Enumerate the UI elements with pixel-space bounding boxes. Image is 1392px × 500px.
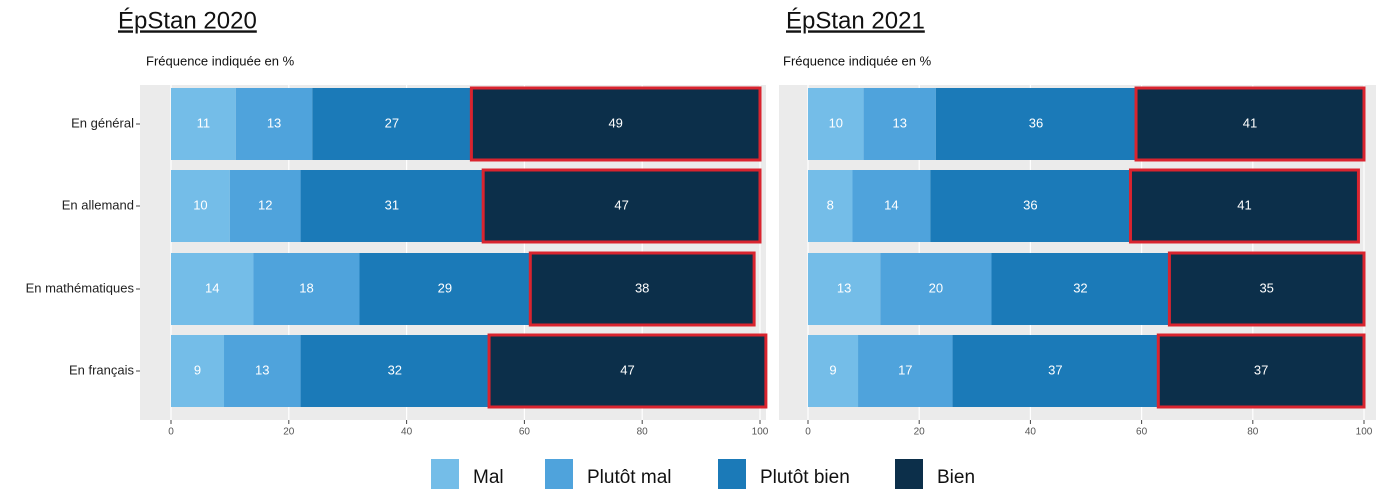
data-label: 13: [255, 362, 269, 377]
bar-segment: [171, 170, 230, 242]
bar-segment: [224, 335, 301, 407]
data-label: 10: [193, 197, 207, 212]
y-tick-label: En allemand: [62, 197, 134, 212]
y-tick-label: En mathématiques: [26, 280, 135, 295]
bar-segment: [469, 86, 762, 162]
bar-segment: [1167, 251, 1366, 327]
data-label: 9: [194, 362, 201, 377]
bar-segment: [808, 88, 864, 160]
data-label: 31: [385, 197, 399, 212]
x-tick-label: 40: [1025, 427, 1037, 438]
x-tick-label: 40: [401, 427, 413, 438]
bar-segment: [481, 168, 762, 244]
data-label: 27: [385, 115, 399, 130]
data-label: 20: [929, 280, 943, 295]
legend-label: Mal: [473, 467, 504, 488]
x-tick-label: 80: [1247, 427, 1259, 438]
legend-label: Plutôt bien: [760, 467, 850, 488]
bar-segment: [858, 335, 953, 407]
data-label: 9: [829, 362, 836, 377]
data-label: 8: [827, 197, 834, 212]
legend-swatch: [431, 459, 459, 489]
x-tick-label: 20: [283, 427, 295, 438]
bar-segment: [171, 335, 225, 407]
bar-segment: [300, 170, 484, 242]
data-label: 32: [1073, 280, 1087, 295]
bar-segment: [528, 251, 756, 327]
data-label: 38: [635, 280, 649, 295]
axis-label: Fréquence indiquée en %: [146, 53, 295, 68]
legend-swatch: [718, 459, 746, 489]
data-label: 32: [388, 362, 402, 377]
data-label: 10: [829, 115, 843, 130]
data-label: 17: [898, 362, 912, 377]
axis-label: Fréquence indiquée en %: [783, 53, 932, 68]
bar-segment: [1134, 86, 1366, 162]
data-label: 13: [893, 115, 907, 130]
x-tick-label: 0: [805, 427, 811, 438]
data-label: 18: [299, 280, 313, 295]
data-label: 47: [614, 197, 628, 212]
x-tick-label: 100: [1356, 427, 1373, 438]
x-tick-label: 60: [519, 427, 531, 438]
bar-segment: [1128, 168, 1360, 244]
bar-segment: [359, 253, 531, 325]
panel-title: ÉpStan 2021: [786, 7, 925, 34]
data-label: 37: [1254, 362, 1268, 377]
x-tick-label: 100: [752, 427, 769, 438]
bar-segment: [863, 88, 936, 160]
bar-segment: [852, 170, 931, 242]
bar-segment: [930, 170, 1131, 242]
data-label: 37: [1048, 362, 1062, 377]
panel-title: ÉpStan 2020: [118, 7, 257, 34]
data-label: 41: [1237, 197, 1251, 212]
data-label: 14: [205, 280, 219, 295]
bar-segment: [808, 170, 853, 242]
data-label: 36: [1029, 115, 1043, 130]
data-label: 49: [608, 115, 622, 130]
bar-segment: [312, 88, 472, 160]
x-tick-label: 60: [1136, 427, 1148, 438]
data-label: 47: [620, 362, 634, 377]
bar-segment: [171, 253, 254, 325]
data-label: 14: [884, 197, 898, 212]
bar-segment: [991, 253, 1170, 325]
data-label: 35: [1259, 280, 1273, 295]
data-label: 13: [267, 115, 281, 130]
data-label: 36: [1023, 197, 1037, 212]
bar-segment: [808, 335, 859, 407]
y-tick-label: En français: [69, 362, 135, 377]
x-tick-label: 0: [168, 427, 174, 438]
bar-segment: [808, 253, 881, 325]
bar-segment: [235, 88, 313, 160]
bar-segment: [487, 333, 768, 409]
bar-segment: [1156, 333, 1366, 409]
bar-segment: [880, 253, 992, 325]
data-label: 41: [1243, 115, 1257, 130]
y-tick-label: En général: [71, 115, 134, 130]
data-label: 12: [258, 197, 272, 212]
bar-segment: [300, 335, 490, 407]
bar-segment: [229, 170, 301, 242]
legend-swatch: [545, 459, 573, 489]
bar-segment: [952, 335, 1159, 407]
data-label: 13: [837, 280, 851, 295]
x-tick-label: 20: [914, 427, 926, 438]
bar-segment: [253, 253, 360, 325]
data-label: 11: [197, 115, 211, 130]
data-label: 29: [438, 280, 452, 295]
x-tick-label: 80: [637, 427, 649, 438]
legend-label: Plutôt mal: [587, 467, 671, 488]
bar-segment: [935, 88, 1137, 160]
legend-swatch: [895, 459, 923, 489]
legend-label: Bien: [937, 467, 975, 488]
bar-segment: [171, 88, 236, 160]
